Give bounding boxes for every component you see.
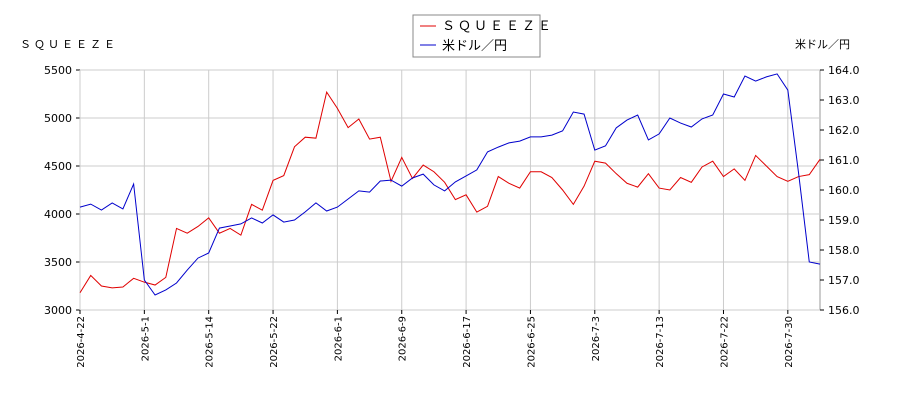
y2-axis-title: 米ドル／円: [795, 38, 850, 51]
x-tick-label: 2026-7-30: [784, 316, 795, 368]
x-tick-label: 2026-7-3: [591, 316, 602, 361]
x-tick-label: 2026-6-9: [398, 316, 409, 361]
series-line: [79, 73, 821, 296]
y2-tick-label: 162.0: [828, 124, 860, 137]
y-tick-label: 4000: [44, 208, 72, 221]
y2-tick-label: 156.0: [828, 304, 860, 317]
legend-box: [412, 14, 541, 58]
y2-tick-label: 163.0: [828, 94, 860, 107]
y-tick-label: 3500: [44, 256, 72, 269]
x-tick-label: 2026-6-25: [526, 316, 537, 368]
x-tick-label: 2026-7-22: [719, 316, 730, 368]
x-tick-label: 2026-5-14: [205, 316, 216, 368]
x-tick-label: 2026-5-1: [140, 316, 151, 361]
y-tick-label: 5500: [44, 64, 72, 77]
x-tick-label: 2026-6-1: [333, 316, 344, 361]
y2-tick-label: 158.0: [828, 244, 860, 257]
y2-tick-label: 157.0: [828, 274, 860, 287]
y-tick-label: 3000: [44, 304, 72, 317]
legend-label: 米ドル／円: [442, 39, 507, 54]
x-tick-label: 2026-6-17: [462, 316, 473, 368]
x-tick-label: 2026-4-22: [76, 316, 87, 368]
x-tick-label: 2026-5-22: [269, 316, 280, 368]
y-tick-label: 5000: [44, 112, 72, 125]
plot-area: [79, 69, 821, 311]
y2-tick-label: 159.0: [828, 214, 860, 227]
legend-label: ＳＱＵＥＥＺＥ: [442, 19, 554, 34]
series-line: [79, 90, 821, 293]
y-tick-label: 4500: [44, 160, 72, 173]
y2-tick-label: 161.0: [828, 154, 860, 167]
y-axis-title: ＳＱＵＥＥＺＥ: [20, 38, 118, 51]
y2-tick-label: 164.0: [828, 64, 860, 77]
x-tick-label: 2026-7-13: [655, 316, 666, 368]
legend: ＳＱＵＥＥＺＥ 米ドル／円: [412, 14, 554, 58]
y2-tick-label: 160.0: [828, 184, 860, 197]
